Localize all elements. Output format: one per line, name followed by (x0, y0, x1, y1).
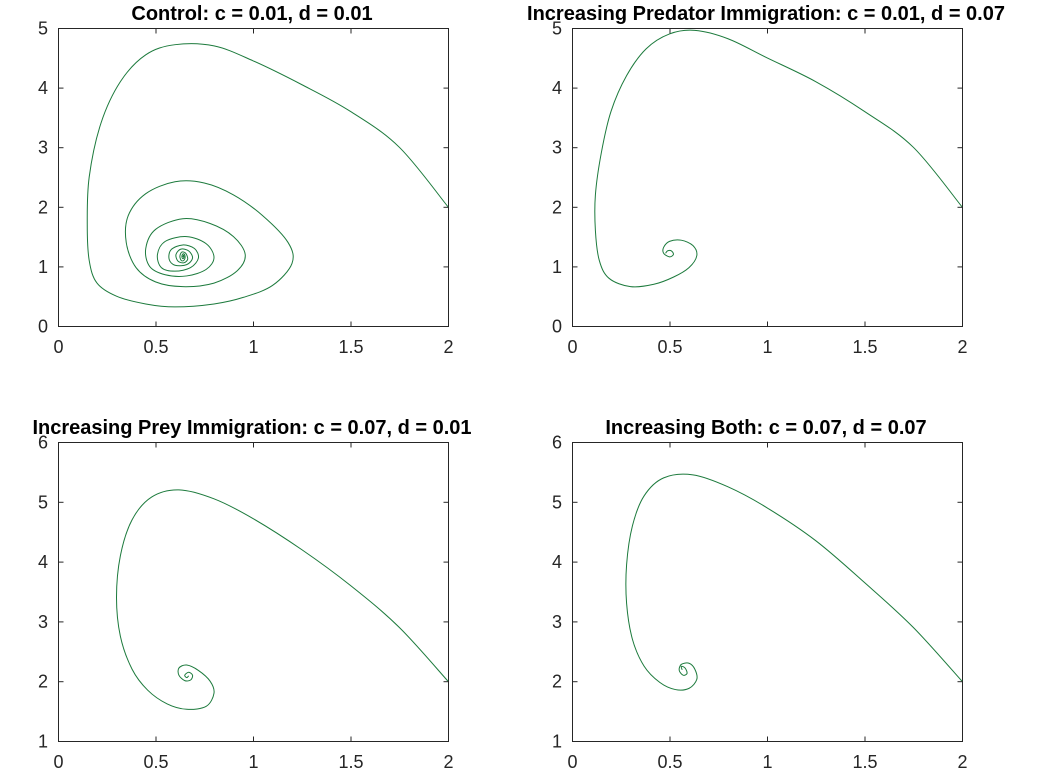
ytick-label-predator-immigration-2: 2 (552, 197, 562, 217)
xtick-label-prey-immigration-4: 2 (443, 752, 453, 772)
trajectory-prey-immigration (115, 489, 449, 710)
subplot-prey-immigration: Increasing Prey Immigration: c = 0.07, d… (32, 417, 471, 772)
ytick-label-control-4: 4 (38, 78, 48, 98)
xtick-label-control-2: 1 (248, 337, 258, 357)
xtick-label-predator-immigration-1: 0.5 (657, 337, 682, 357)
ytick-label-predator-immigration-5: 5 (552, 19, 562, 39)
xtick-label-predator-immigration-3: 1.5 (852, 337, 877, 357)
xtick-label-prey-immigration-3: 1.5 (338, 752, 363, 772)
xtick-label-prey-immigration-2: 1 (248, 752, 258, 772)
ytick-label-both-immigration-3: 4 (552, 552, 562, 572)
xtick-label-both-immigration-4: 2 (957, 752, 967, 772)
ytick-label-prey-immigration-3: 4 (38, 552, 48, 572)
xtick-label-predator-immigration-2: 1 (762, 337, 772, 357)
ytick-label-predator-immigration-1: 1 (552, 257, 562, 277)
trajectory-both-immigration (625, 473, 963, 691)
xtick-label-predator-immigration-4: 2 (957, 337, 967, 357)
ytick-label-prey-immigration-0: 1 (38, 732, 48, 752)
title-prey-immigration: Increasing Prey Immigration: c = 0.07, d… (32, 417, 471, 439)
subplot-both-immigration: Increasing Both: c = 0.07, d = 0.07 0 0.5… (552, 417, 968, 772)
ytick-label-control-2: 2 (38, 197, 48, 217)
ytick-label-predator-immigration-3: 3 (552, 138, 562, 158)
ytick-label-prey-immigration-1: 2 (38, 672, 48, 692)
ytick-label-control-5: 5 (38, 19, 48, 39)
trajectory-control (86, 43, 449, 308)
ytick-label-control-1: 1 (38, 257, 48, 277)
ytick-label-prey-immigration-2: 3 (38, 612, 48, 632)
ytick-label-both-immigration-5: 6 (552, 433, 562, 453)
ytick-label-prey-immigration-5: 6 (38, 433, 48, 453)
xtick-label-control-4: 2 (443, 337, 453, 357)
ytick-label-both-immigration-4: 5 (552, 492, 562, 512)
xtick-label-prey-immigration-0: 0 (53, 752, 63, 772)
subplot-control: Control: c = 0.01, d = 0.01 0 0.5 1 1.5 2 0 1 2… (38, 3, 454, 357)
ytick-label-control-0: 0 (38, 317, 48, 337)
ytick-label-both-immigration-1: 2 (552, 672, 562, 692)
xtick-label-both-immigration-0: 0 (567, 752, 577, 772)
ytick-label-prey-immigration-4: 5 (38, 492, 48, 512)
xtick-label-both-immigration-2: 1 (762, 752, 772, 772)
title-predator-immigration: Increasing Predator Immigration: c = 0.0… (527, 3, 1005, 25)
trajectory-predator-immigration (594, 29, 963, 288)
axes-both-immigration (572, 442, 963, 742)
xtick-label-both-immigration-3: 1.5 (852, 752, 877, 772)
subplot-predator-immigration: Increasing Predator Immigration: c = 0.0… (527, 3, 1005, 357)
xtick-label-both-immigration-1: 0.5 (657, 752, 682, 772)
xtick-label-control-1: 0.5 (143, 337, 168, 357)
title-control: Control: c = 0.01, d = 0.01 (131, 3, 372, 25)
xtick-label-prey-immigration-1: 0.5 (143, 752, 168, 772)
ytick-label-both-immigration-2: 3 (552, 612, 562, 632)
axes-predator-immigration (572, 28, 963, 327)
ytick-label-both-immigration-0: 1 (552, 732, 562, 752)
axes-control (58, 28, 449, 327)
xtick-label-predator-immigration-0: 0 (567, 337, 577, 357)
ytick-label-control-3: 3 (38, 138, 48, 158)
title-both-immigration: Increasing Both: c = 0.07, d = 0.07 (605, 417, 926, 439)
ytick-label-predator-immigration-0: 0 (552, 317, 562, 337)
ytick-label-predator-immigration-4: 4 (552, 78, 562, 98)
axes-prey-immigration (58, 442, 449, 742)
xtick-label-control-0: 0 (53, 337, 63, 357)
xtick-label-control-3: 1.5 (338, 337, 363, 357)
